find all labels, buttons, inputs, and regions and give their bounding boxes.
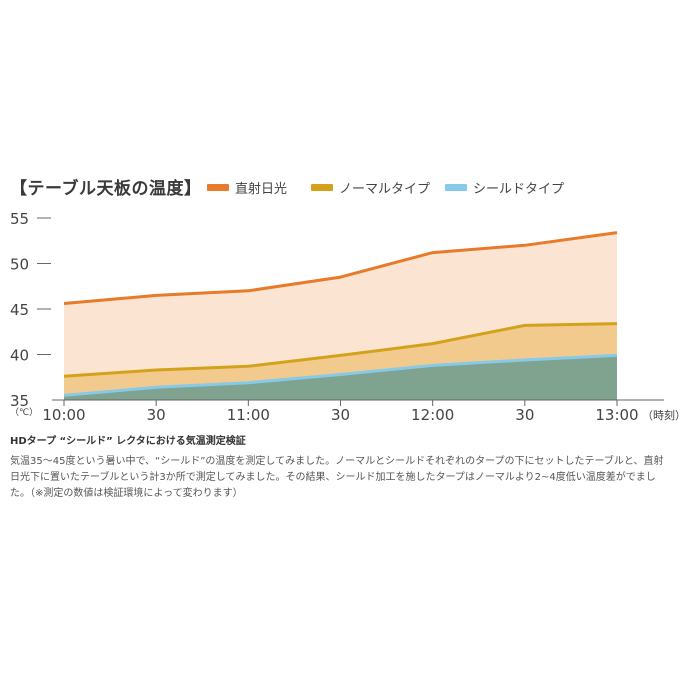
chart-caption: HDタープ “シールド” レクタにおける気温測定検証 bbox=[10, 436, 246, 447]
y-tick-label-40: 40 bbox=[10, 347, 29, 365]
temperature-area-chart: 35 40 45 50 55 （℃） 10:00 30 11:00 30 12:00 30 13:00… bbox=[10, 210, 680, 424]
x-tick-label-0: 10:00 bbox=[42, 406, 85, 424]
x-unit-label: （時刻） bbox=[642, 408, 680, 422]
legend-label-normal: ノーマルタイプ bbox=[339, 182, 431, 197]
y-tick-label-50: 50 bbox=[10, 256, 29, 274]
legend-item-direct-sun: 直射日光 bbox=[207, 178, 287, 197]
legend-label-shield: シールドタイプ bbox=[473, 182, 565, 197]
x-tick-label-5: 30 bbox=[515, 406, 534, 424]
legend-swatch-shield bbox=[445, 184, 467, 191]
x-tick-label-3: 30 bbox=[331, 406, 350, 424]
y-unit-label: （℃） bbox=[10, 407, 38, 418]
chart-title: 【テーブル天板の温度】 bbox=[10, 179, 202, 199]
y-tick-label-55: 55 bbox=[10, 210, 29, 228]
chart-description: 気温35～45度という暑い中で、“シールド”の温度を測定してみました。ノーマルと… bbox=[10, 456, 664, 499]
area-shield bbox=[64, 355, 617, 400]
legend-swatch-normal bbox=[311, 184, 333, 191]
legend-label-direct-sun: 直射日光 bbox=[235, 182, 288, 197]
x-tick-label-6: 13:00 bbox=[595, 406, 638, 424]
x-tick-label-4: 12:00 bbox=[411, 406, 454, 424]
x-tick-label-1: 30 bbox=[147, 406, 166, 424]
y-tick-label-35: 35 bbox=[10, 392, 29, 410]
x-tick-label-2: 11:00 bbox=[227, 406, 270, 424]
legend-swatch-direct-sun bbox=[207, 184, 229, 191]
legend-item-shield: シールドタイプ bbox=[445, 178, 564, 197]
y-tick-label-45: 45 bbox=[10, 301, 29, 319]
legend-item-normal: ノーマルタイプ bbox=[311, 178, 430, 197]
